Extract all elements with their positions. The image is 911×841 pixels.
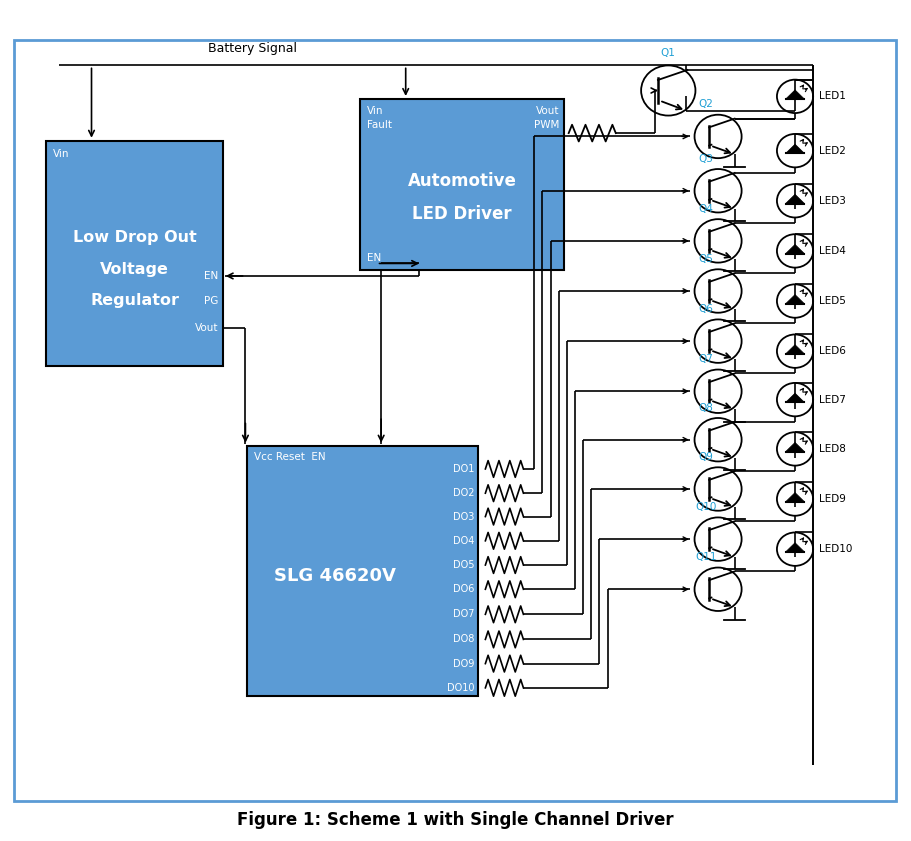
Polygon shape: [785, 294, 804, 304]
Polygon shape: [785, 245, 804, 254]
Text: LED3: LED3: [819, 196, 845, 206]
Text: DO4: DO4: [453, 536, 475, 546]
Bar: [247, 446, 478, 696]
Text: DO5: DO5: [453, 560, 475, 570]
Text: LED Driver: LED Driver: [413, 204, 512, 223]
Text: Q4: Q4: [699, 204, 713, 214]
Text: Q9: Q9: [699, 452, 713, 462]
Text: DO10: DO10: [447, 683, 475, 693]
Text: Vout: Vout: [537, 105, 559, 115]
Text: Q11: Q11: [696, 552, 717, 562]
Text: LED7: LED7: [819, 394, 845, 405]
Text: EN: EN: [367, 253, 381, 263]
Text: DO6: DO6: [453, 584, 475, 595]
Text: Q7: Q7: [699, 354, 713, 364]
Text: Battery Signal: Battery Signal: [208, 42, 297, 56]
Polygon shape: [785, 144, 804, 153]
Text: LED5: LED5: [819, 296, 845, 306]
Polygon shape: [785, 394, 804, 402]
Text: DO7: DO7: [453, 610, 475, 619]
Polygon shape: [785, 345, 804, 354]
Text: PG: PG: [204, 296, 219, 306]
Text: Q5: Q5: [699, 254, 713, 264]
Text: Q6: Q6: [699, 304, 713, 314]
Text: Vcc Reset  EN: Vcc Reset EN: [253, 452, 325, 463]
Text: Vin: Vin: [53, 149, 69, 159]
Text: Vout: Vout: [195, 323, 219, 333]
Polygon shape: [785, 542, 804, 552]
Text: LED4: LED4: [819, 246, 845, 256]
Text: LED9: LED9: [819, 494, 845, 504]
Text: Q1: Q1: [660, 48, 676, 58]
Text: DO2: DO2: [453, 488, 475, 498]
Text: LED10: LED10: [819, 544, 852, 554]
Text: DO3: DO3: [453, 511, 475, 521]
Text: Automotive: Automotive: [408, 172, 517, 190]
Text: LED6: LED6: [819, 346, 845, 356]
Text: Q8: Q8: [699, 403, 713, 413]
Text: EN: EN: [204, 271, 219, 281]
Text: DO8: DO8: [453, 634, 475, 644]
Text: SLG 46620V: SLG 46620V: [274, 567, 396, 584]
Polygon shape: [785, 493, 804, 502]
Text: Voltage: Voltage: [100, 262, 169, 277]
Text: Fault: Fault: [367, 119, 392, 130]
Text: Q3: Q3: [699, 154, 713, 164]
Text: DO9: DO9: [453, 659, 475, 669]
Text: LED1: LED1: [819, 92, 845, 102]
Polygon shape: [785, 90, 804, 99]
Bar: [361, 99, 564, 270]
Text: LED8: LED8: [819, 444, 845, 454]
Text: Figure 1: Scheme 1 with Single Channel Driver: Figure 1: Scheme 1 with Single Channel D…: [237, 811, 674, 829]
Text: Q2: Q2: [699, 99, 713, 109]
Text: Regulator: Regulator: [90, 294, 179, 309]
Text: Low Drop Out: Low Drop Out: [73, 230, 197, 245]
Text: PWM: PWM: [534, 119, 559, 130]
Text: DO1: DO1: [453, 464, 475, 474]
Text: Q10: Q10: [696, 502, 717, 512]
Polygon shape: [785, 442, 804, 452]
Bar: [46, 140, 223, 366]
Polygon shape: [785, 194, 804, 204]
Text: LED2: LED2: [819, 145, 845, 156]
Text: Vin: Vin: [367, 105, 384, 115]
